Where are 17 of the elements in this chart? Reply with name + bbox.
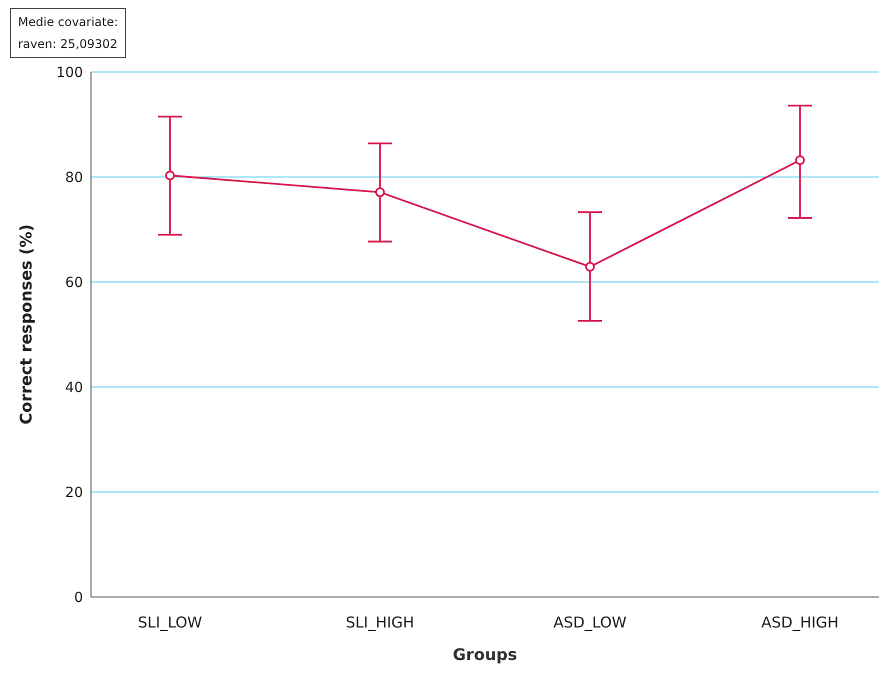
- point: [795, 155, 805, 166]
- point: [165, 170, 175, 180]
- y-tick-label: 80: [65, 170, 83, 186]
- x-tick-label: SLI_HIGH: [346, 614, 414, 632]
- point: [375, 187, 385, 198]
- y-tick-label: 40: [65, 380, 83, 396]
- y-tick-label: 100: [56, 64, 83, 81]
- y-tick-label: 60: [65, 274, 83, 291]
- x-tick-label: SLI_LOW: [138, 614, 202, 632]
- point: [585, 262, 595, 272]
- x-tick-label: ASD_HIGH: [761, 614, 839, 632]
- y-axis-title: Correct responses (%): [16, 224, 36, 424]
- x-tick-label: ASD_LOW: [553, 614, 627, 632]
- y-tick-label: 20: [65, 484, 83, 501]
- y-tick-label: 0: [74, 590, 83, 606]
- text: Medie covariate: raven: 25,09302: [18, 14, 118, 53]
- x-axis-title: Groups: [452, 645, 518, 664]
